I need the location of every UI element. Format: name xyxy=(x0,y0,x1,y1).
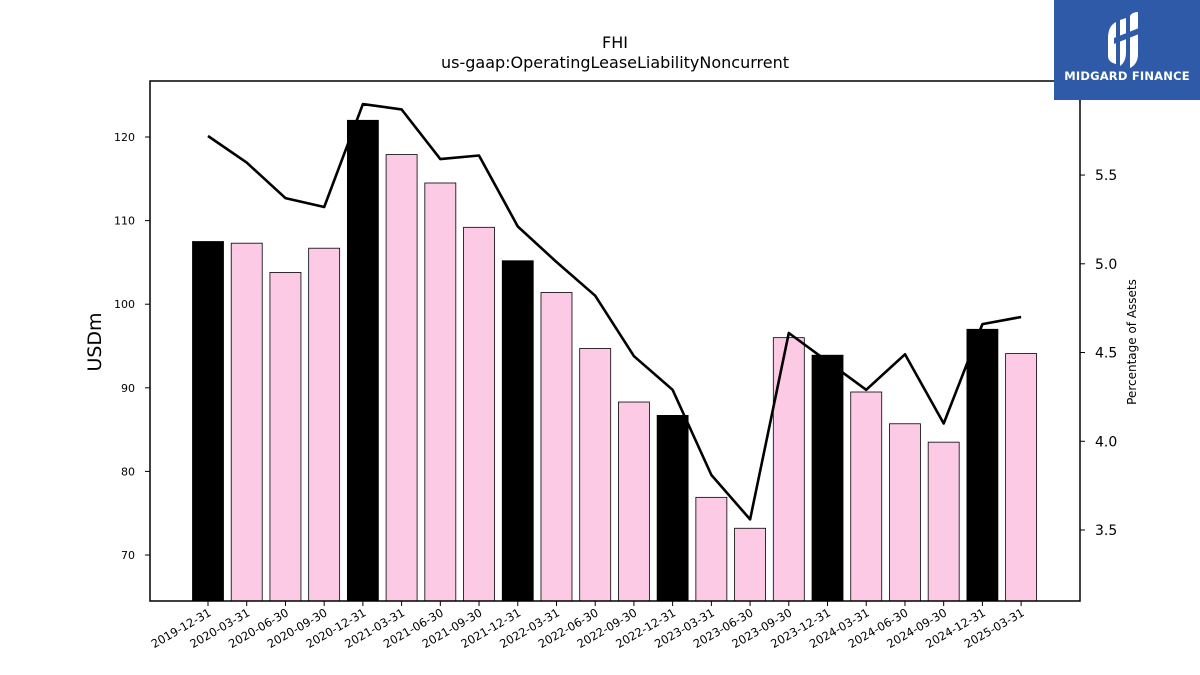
chart-subtitle: us-gaap:OperatingLeaseLiabilityNoncurren… xyxy=(441,53,789,72)
bar-2021-09-30 xyxy=(463,226,495,602)
bar-2023-12-31 xyxy=(811,354,844,602)
bar-2023-03-31 xyxy=(695,496,728,602)
bar-2024-12-31 xyxy=(966,328,999,602)
bar-2021-06-30 xyxy=(424,182,457,602)
bar-2023-09-30 xyxy=(772,337,805,602)
bars-layer xyxy=(192,119,1038,602)
y-axis-right: 3.5 4.0 4.5 5.0 5.5 xyxy=(1080,168,1117,539)
y-axis-right-label: Percentage of Assets xyxy=(1125,279,1139,405)
bar-2020-06-30 xyxy=(269,272,302,602)
y-left-tick-label: 110 xyxy=(114,215,135,228)
bar-2025-03-31 xyxy=(1005,353,1038,602)
bar-2019-12-31 xyxy=(192,241,224,602)
y-axis-left: 70 80 90 100 110 120 xyxy=(114,131,150,562)
bar-2024-09-30 xyxy=(927,441,960,602)
bar-2022-06-30 xyxy=(579,348,612,602)
bar-2023-06-30 xyxy=(734,527,766,602)
bar-2022-09-30 xyxy=(618,401,650,602)
bar-2022-03-31 xyxy=(540,292,573,602)
line-layer xyxy=(207,102,1022,521)
y-right-tick-label: 4.5 xyxy=(1095,346,1117,362)
bar-2020-09-30 xyxy=(308,247,341,602)
midgard-finance-logo: MIDGARD FINANCE xyxy=(1054,0,1200,100)
y-axis-left-label: USDm xyxy=(84,312,106,371)
y-right-tick-label: 3.5 xyxy=(1095,523,1117,539)
bar-2020-03-31 xyxy=(230,242,263,602)
bar-2020-12-31 xyxy=(346,119,379,602)
y-left-tick-label: 120 xyxy=(114,131,135,144)
bar-2022-12-31 xyxy=(656,415,689,602)
bar-2021-12-31 xyxy=(501,260,534,602)
plot-frame xyxy=(149,80,1081,602)
bar-2024-06-30 xyxy=(889,423,921,602)
logo-brand-text: MIDGARD FINANCE xyxy=(1064,69,1190,83)
midgard-logo-icon xyxy=(1108,12,1144,68)
y-right-tick-label: 4.0 xyxy=(1095,434,1117,450)
bar-2024-03-31 xyxy=(850,391,883,602)
y-right-tick-label: 5.0 xyxy=(1095,257,1117,273)
bar-2021-03-31 xyxy=(385,154,418,602)
y-left-tick-label: 90 xyxy=(121,382,135,395)
assets-percentage-line xyxy=(207,102,1022,521)
y-left-tick-label: 80 xyxy=(121,465,135,478)
y-left-tick-label: 70 xyxy=(121,549,135,562)
x-axis: 2019-12-312020-03-312020-06-302020-09-30… xyxy=(149,601,1027,651)
y-left-tick-label: 100 xyxy=(114,298,135,311)
chart-title: FHI xyxy=(602,33,628,52)
y-right-tick-label: 5.5 xyxy=(1095,168,1117,184)
